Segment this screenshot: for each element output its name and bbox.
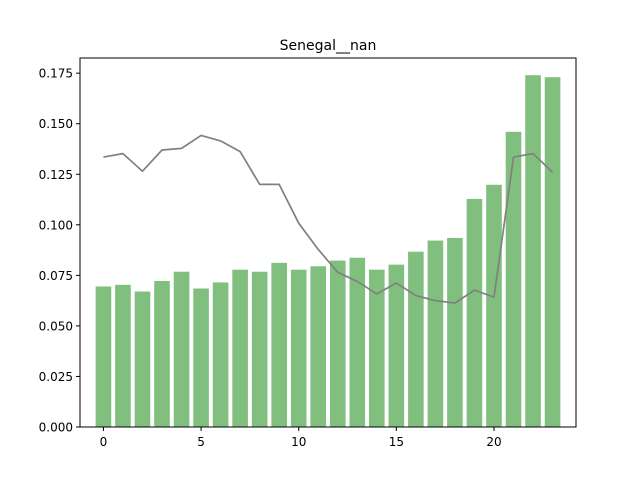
bar-23 bbox=[545, 77, 561, 427]
bar-15 bbox=[389, 265, 405, 427]
bar-16 bbox=[408, 252, 424, 427]
x-tick-label-3: 15 bbox=[389, 435, 404, 449]
y-tick-label-2: 0.050 bbox=[39, 319, 73, 333]
bar-11 bbox=[310, 266, 326, 427]
y-tick-label-4: 0.100 bbox=[39, 218, 73, 232]
bar-7 bbox=[232, 270, 248, 427]
x-tick-label-1: 5 bbox=[197, 435, 205, 449]
bar-8 bbox=[252, 272, 268, 427]
y-tick-label-6: 0.150 bbox=[39, 117, 73, 131]
x-tick-label-0: 0 bbox=[100, 435, 108, 449]
bar-17 bbox=[428, 241, 444, 427]
bar-1 bbox=[115, 285, 131, 427]
bar-3 bbox=[154, 281, 170, 427]
bar-5 bbox=[193, 289, 209, 428]
y-tick-label-0: 0.000 bbox=[39, 421, 73, 435]
y-tick-label-3: 0.075 bbox=[39, 269, 73, 283]
bar-6 bbox=[213, 282, 229, 427]
bar-21 bbox=[506, 132, 522, 427]
bar-12 bbox=[330, 261, 346, 427]
y-tick-label-7: 0.175 bbox=[39, 67, 73, 81]
x-tick-label-2: 10 bbox=[291, 435, 306, 449]
y-tick-label-1: 0.025 bbox=[39, 370, 73, 384]
x-tick-label-4: 20 bbox=[486, 435, 501, 449]
bar-0 bbox=[96, 286, 112, 427]
bar-20 bbox=[486, 185, 502, 427]
bar-19 bbox=[467, 199, 483, 427]
bar-22 bbox=[525, 75, 541, 427]
bar-9 bbox=[271, 263, 287, 427]
bar-4 bbox=[174, 272, 190, 427]
bar-13 bbox=[349, 258, 365, 427]
bar-18 bbox=[447, 238, 463, 427]
chart-title: Senegal__nan bbox=[280, 38, 377, 54]
bar-2 bbox=[135, 292, 151, 427]
y-tick-label-5: 0.125 bbox=[39, 168, 73, 182]
bar-10 bbox=[291, 270, 307, 427]
